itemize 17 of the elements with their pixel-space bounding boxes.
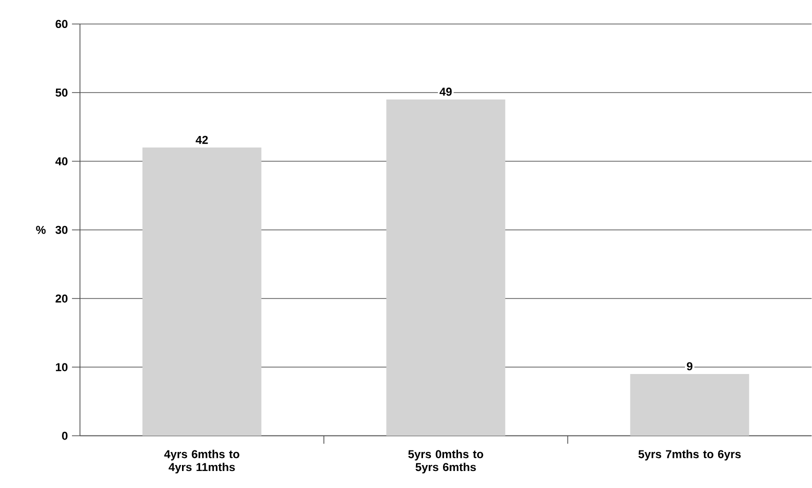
bar bbox=[630, 374, 750, 436]
data-label: 49 bbox=[440, 88, 452, 96]
bar bbox=[142, 148, 262, 436]
y-tick-label: 0 bbox=[62, 432, 68, 440]
y-tick-label: 50 bbox=[56, 88, 68, 97]
bar bbox=[386, 100, 506, 436]
y-tick-label: 10 bbox=[56, 363, 68, 372]
y-tick-label: 40 bbox=[55, 157, 68, 166]
x-tick-label: 5yrs 7mths to 6yrs bbox=[638, 450, 741, 461]
data-label: 9 bbox=[686, 362, 692, 370]
y-axis-title: % bbox=[36, 226, 46, 234]
y-tick-label: 30 bbox=[55, 226, 68, 234]
x-tick-label: 5yrs 0mths to 5yrs 6mths bbox=[408, 450, 484, 474]
y-tick-label: 20 bbox=[56, 294, 68, 303]
x-tick-label: 4yrs 6mths to 4yrs 11mths bbox=[164, 450, 240, 474]
y-tick-label: 60 bbox=[56, 20, 68, 28]
data-label: 42 bbox=[196, 136, 208, 144]
